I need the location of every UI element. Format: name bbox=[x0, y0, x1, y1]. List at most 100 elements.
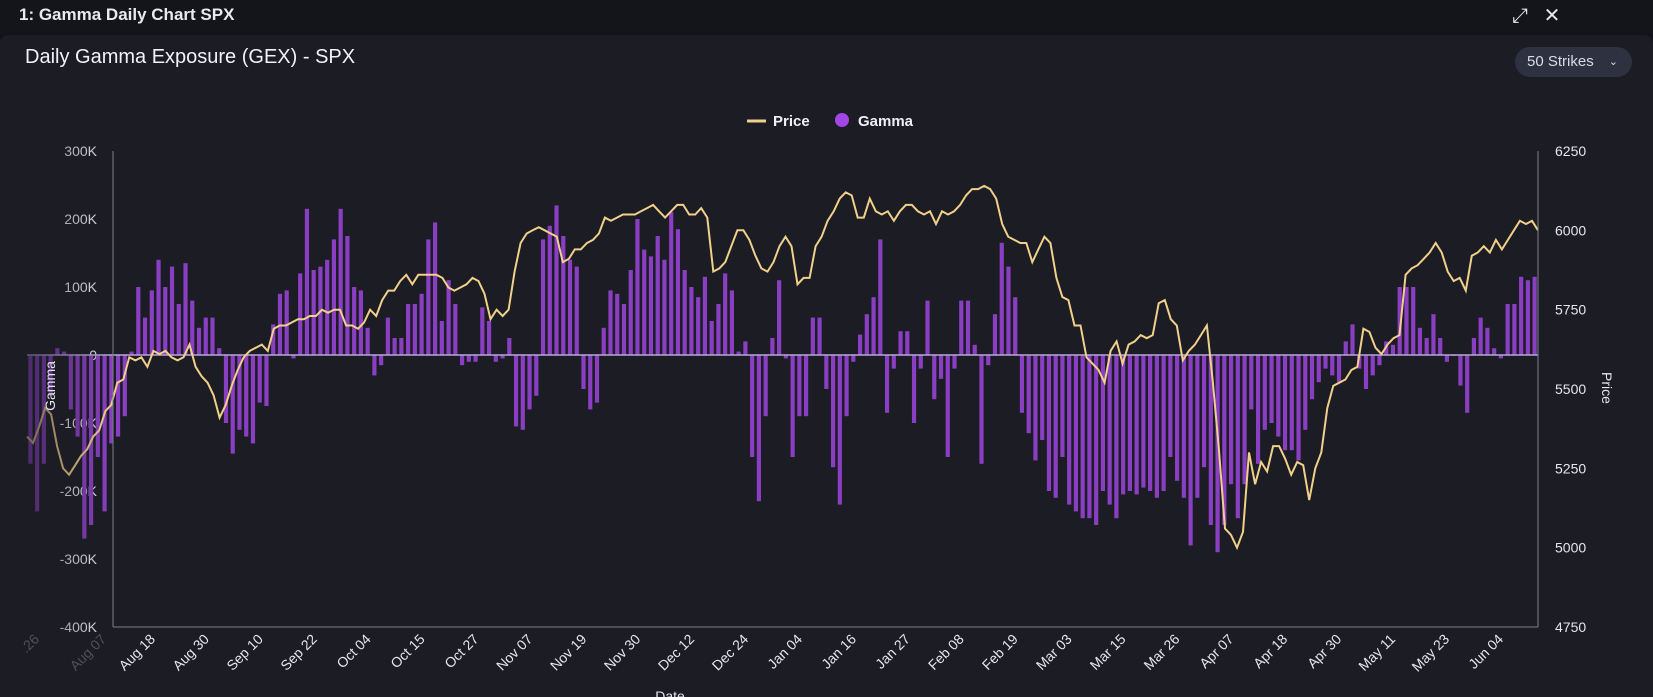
x-tick-label: Mar 03 bbox=[1033, 631, 1075, 673]
strikes-select[interactable]: 50 Strikes ⌄ bbox=[1515, 47, 1632, 77]
gamma-bar bbox=[810, 317, 815, 355]
x-tick-label: Jan 27 bbox=[872, 631, 913, 672]
gamma-bar bbox=[655, 236, 660, 355]
right-axis-ticks: 6250 6000 5750 5500 5250 5000 4750 bbox=[1555, 143, 1586, 635]
gamma-bar bbox=[250, 355, 256, 444]
gamma-bar bbox=[540, 239, 546, 355]
gamma-bar bbox=[176, 304, 181, 355]
y-left-axis-label: Gamma bbox=[42, 361, 58, 411]
x-tick-label: Mar 26 bbox=[1140, 631, 1182, 673]
gamma-bar bbox=[1026, 355, 1031, 434]
gamma-bar bbox=[642, 249, 647, 355]
gamma-bar bbox=[1208, 355, 1213, 525]
x-tick-label: Nov 30 bbox=[601, 631, 644, 674]
gamma-bar bbox=[777, 280, 782, 355]
gamma-bar bbox=[460, 355, 465, 366]
gamma-bar bbox=[648, 256, 654, 355]
gamma-bar bbox=[1289, 355, 1294, 451]
legend-gamma-label[interactable]: Gamma bbox=[858, 113, 914, 130]
gamma-bar bbox=[1073, 355, 1079, 512]
gamma-bar bbox=[1276, 355, 1281, 437]
gamma-bar bbox=[203, 317, 208, 355]
gamma-bar bbox=[635, 219, 640, 355]
gamma-bar bbox=[291, 355, 296, 359]
gamma-bar bbox=[223, 355, 229, 423]
gamma-bar bbox=[1107, 355, 1112, 505]
gamma-bar bbox=[453, 304, 458, 355]
legend: Price Gamma bbox=[747, 113, 914, 130]
gamma-bar bbox=[1424, 338, 1429, 355]
gamma-bar bbox=[804, 355, 809, 417]
gamma-bar bbox=[588, 355, 593, 410]
gamma-bar bbox=[1255, 355, 1261, 464]
gamma-bar bbox=[574, 266, 579, 355]
gamma-bar bbox=[149, 290, 154, 355]
x-tick-label: Sep 10 bbox=[223, 631, 266, 674]
x-tick-label: Apr 30 bbox=[1304, 631, 1345, 672]
gamma-bar bbox=[844, 355, 849, 417]
gamma-bar bbox=[1350, 324, 1355, 355]
gamma-bar bbox=[1080, 355, 1085, 519]
gamma-bar bbox=[1168, 355, 1173, 457]
y-right-tick-label: 5250 bbox=[1555, 460, 1586, 476]
gamma-bar bbox=[561, 236, 566, 355]
gamma-bar bbox=[1357, 355, 1362, 369]
gamma-bar bbox=[1262, 355, 1267, 430]
gamma-bar bbox=[945, 355, 950, 457]
gamma-bar bbox=[770, 338, 775, 355]
gamma-bar bbox=[952, 355, 957, 369]
gamma-bar bbox=[1377, 355, 1382, 366]
gamma-bar bbox=[1330, 355, 1335, 376]
gamma-bar bbox=[756, 355, 761, 502]
gamma-bar bbox=[736, 351, 741, 355]
x-tick-label: Jun 04 bbox=[1465, 631, 1506, 672]
gamma-bar bbox=[426, 239, 431, 355]
gamma-bar bbox=[1316, 355, 1321, 383]
gamma-bar bbox=[1013, 297, 1018, 355]
y-right-tick-label: 5500 bbox=[1555, 381, 1586, 397]
gamma-bar bbox=[790, 355, 795, 457]
legend-price-label[interactable]: Price bbox=[773, 113, 810, 130]
gamma-bars bbox=[28, 205, 1537, 553]
gamma-bar bbox=[689, 287, 694, 355]
x-tick-label: May 23 bbox=[1408, 631, 1452, 675]
gamma-bar bbox=[594, 355, 600, 403]
x-tick-label: Dec 24 bbox=[709, 631, 752, 674]
strikes-select-value: 50 Strikes bbox=[1527, 53, 1594, 70]
legend-gamma-swatch[interactable] bbox=[835, 113, 849, 127]
expand-icon[interactable]: ⤢ bbox=[1512, 5, 1528, 27]
x-axis-ticks: .26 Aug 07 Aug 18 Aug 30 Sep 10 Sep 22 Oct 04 O… bbox=[17, 631, 1506, 675]
gamma-bar bbox=[1485, 327, 1490, 355]
gamma-bar bbox=[696, 297, 701, 355]
gamma-bar bbox=[1492, 348, 1497, 355]
gamma-bar bbox=[1296, 355, 1301, 461]
y-right-tick-label: 5000 bbox=[1555, 540, 1586, 556]
gamma-bar bbox=[628, 270, 633, 355]
gamma-bar bbox=[723, 273, 728, 355]
gamma-bar bbox=[1363, 355, 1369, 389]
gamma-bar bbox=[871, 297, 876, 355]
gamma-bar bbox=[999, 242, 1004, 355]
gamma-bar bbox=[493, 355, 498, 362]
gamma-bar bbox=[419, 293, 424, 355]
gamma-bar bbox=[1046, 355, 1052, 491]
gamma-bar bbox=[1148, 355, 1153, 491]
gamma-bar bbox=[716, 304, 721, 355]
x-tick-label: Apr 07 bbox=[1196, 631, 1237, 672]
gamma-bar bbox=[992, 314, 998, 355]
gamma-bar bbox=[244, 355, 249, 437]
x-tick-label: Dec 12 bbox=[655, 631, 698, 674]
gamma-bar bbox=[972, 344, 977, 355]
gamma-bar bbox=[1019, 355, 1025, 413]
gamma-bar bbox=[277, 293, 283, 355]
gamma-bar bbox=[1100, 355, 1105, 491]
gamma-bar bbox=[1040, 355, 1045, 440]
gamma-bar bbox=[142, 317, 148, 355]
gamma-bar bbox=[1067, 355, 1072, 505]
gamma-bar bbox=[1006, 266, 1011, 355]
x-tick-label: Apr 18 bbox=[1250, 631, 1291, 672]
gamma-bar bbox=[311, 270, 316, 355]
close-icon[interactable]: ✕ bbox=[1543, 5, 1561, 27]
y-right-tick-label: 4750 bbox=[1555, 619, 1586, 635]
gamma-bar bbox=[520, 355, 525, 430]
